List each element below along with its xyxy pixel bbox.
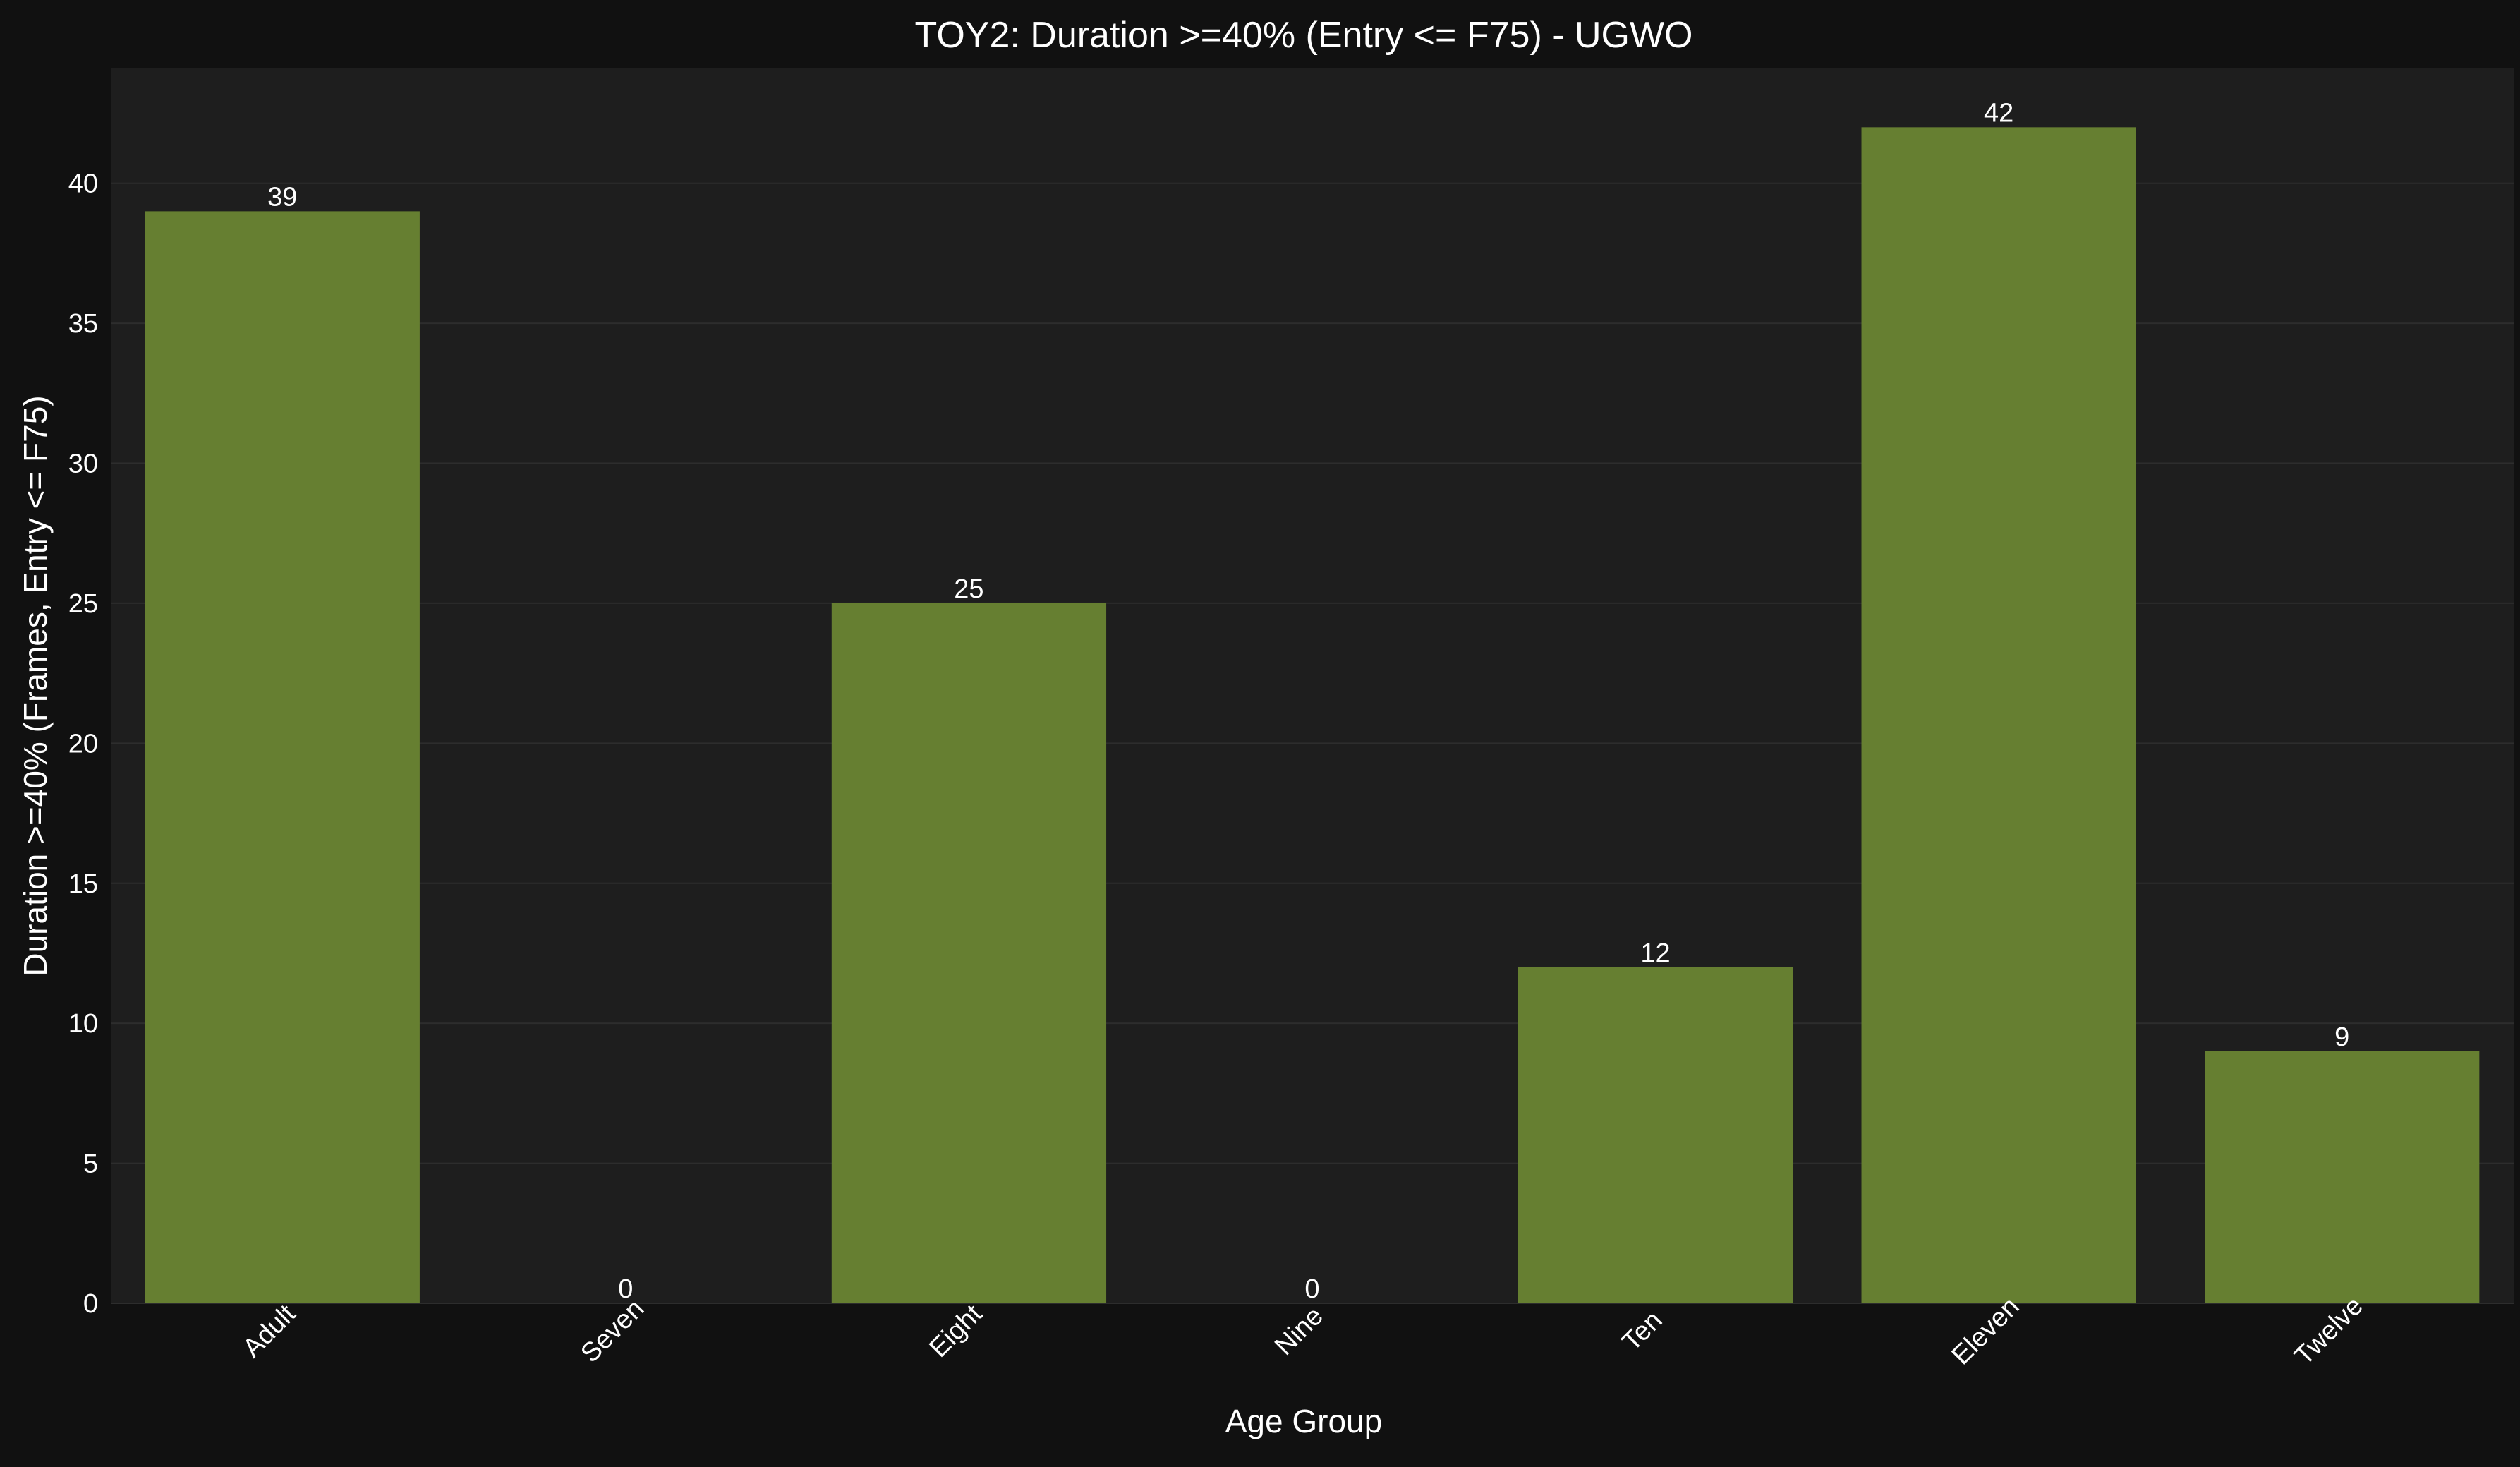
- y-tick-label: 40: [68, 169, 98, 199]
- y-tick-label: 10: [68, 1009, 98, 1039]
- bar-eight: [831, 603, 1107, 1303]
- bars: [145, 127, 2480, 1303]
- data-label-eight: 25: [954, 574, 983, 604]
- y-axis-label: Duration >=40% (Frames, Entry <= F75): [17, 395, 54, 976]
- y-axis-ticks: 0 5 10 15 20 25 30 35 40: [68, 169, 98, 1319]
- y-tick-label: 5: [83, 1149, 98, 1179]
- y-tick-label: 25: [68, 589, 98, 619]
- data-label-twelve: 9: [2334, 1022, 2349, 1052]
- plot-area: [111, 68, 2514, 1303]
- data-label-eleven: 42: [1984, 98, 2013, 128]
- bar-twelve: [2205, 1051, 2480, 1303]
- data-labels: 39 0 25 0 12 42 9: [267, 98, 2349, 1304]
- bar-ten: [1518, 967, 1793, 1303]
- data-label-ten: 12: [1640, 938, 1670, 968]
- x-axis-label: Age Group: [1225, 1403, 1382, 1439]
- data-label-adult: 39: [267, 182, 297, 212]
- data-label-nine: 0: [1304, 1274, 1319, 1304]
- y-tick-label: 0: [83, 1289, 98, 1319]
- y-tick-label: 15: [68, 869, 98, 899]
- data-label-seven: 0: [618, 1274, 633, 1304]
- chart-title: TOY2: Duration >=40% (Entry <= F75) - UG…: [915, 15, 1693, 56]
- y-tick-label: 35: [68, 309, 98, 339]
- y-tick-label: 30: [68, 449, 98, 479]
- bar-adult: [145, 211, 420, 1303]
- y-tick-label: 20: [68, 729, 98, 759]
- bar-eleven: [1861, 127, 2136, 1303]
